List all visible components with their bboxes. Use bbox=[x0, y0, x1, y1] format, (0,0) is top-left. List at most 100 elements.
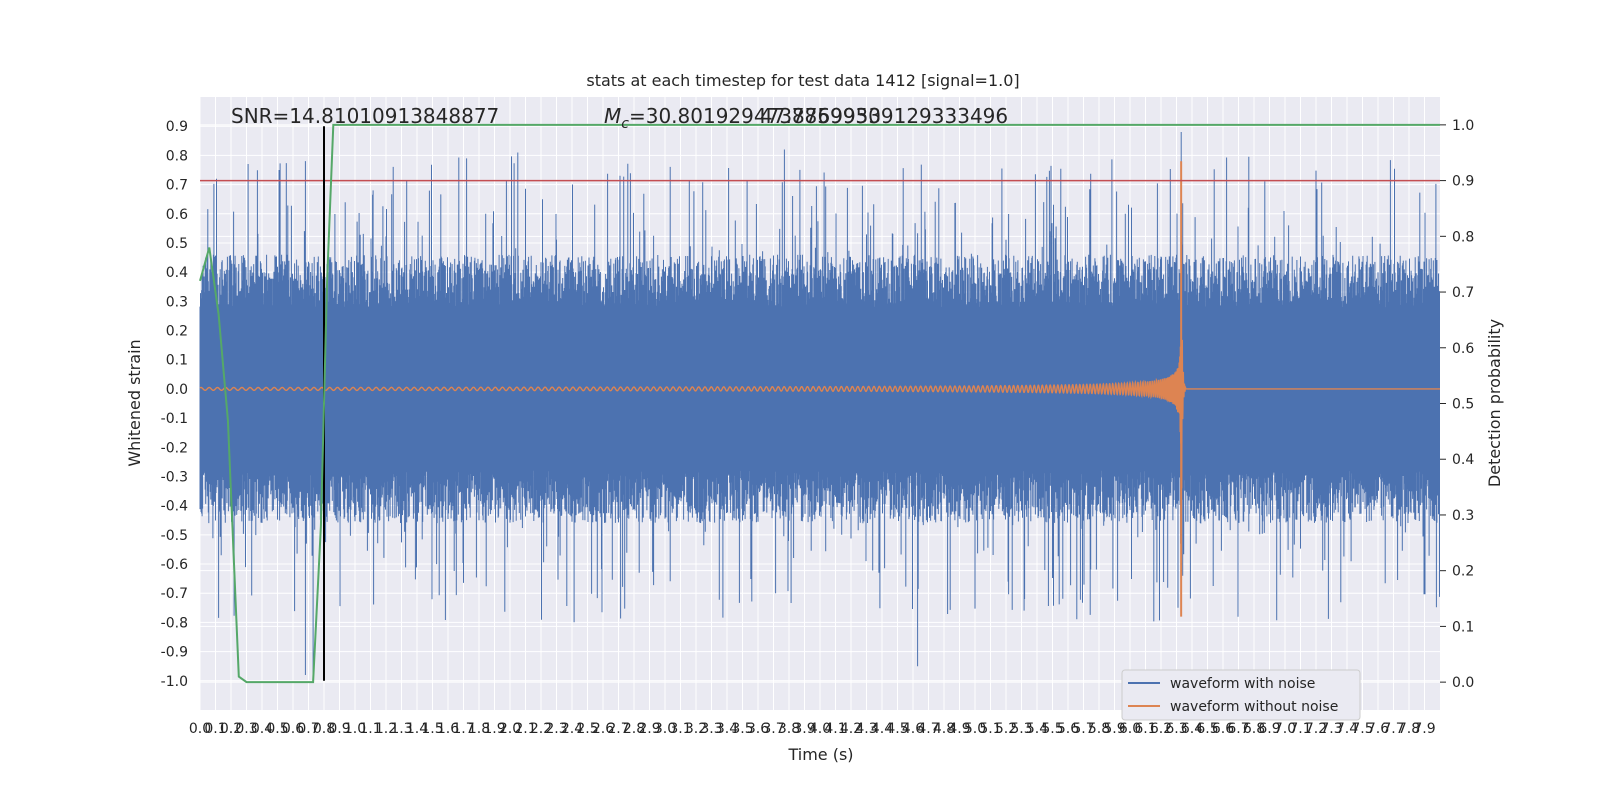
y2-tick-label: 0.1 bbox=[1452, 619, 1474, 635]
x-tick-label: 0.3 bbox=[235, 721, 257, 737]
x-tick-label: 1.4 bbox=[406, 721, 428, 737]
y-tick-label: 0.1 bbox=[166, 353, 188, 369]
y-axis-ticks: 0.9 0.8 0.7 0.6 0.5 0.4 0.3 0.2 0.1 0.0 -0.1 -0.2 -0… bbox=[161, 119, 188, 690]
snr-annotation: SNR=14.81010913848877 bbox=[231, 104, 499, 128]
y-tick-label: -0.7 bbox=[161, 586, 188, 602]
x-tick-label: 1.2 bbox=[375, 721, 397, 737]
x-tick-label: 0.9 bbox=[328, 721, 350, 737]
x-tick-label: 2.2 bbox=[530, 721, 552, 737]
x-axis-label: Time (s) bbox=[787, 745, 853, 764]
x-tick-label: 2.1 bbox=[514, 721, 536, 737]
y2-tick-label: 0.8 bbox=[1452, 229, 1474, 245]
y2-axis-ticks: 1.0 0.9 0.8 0.7 0.6 0.5 0.4 0.3 0.2 0.1 0.0 bbox=[1440, 118, 1474, 691]
y-tick-label: -0.1 bbox=[161, 411, 188, 427]
x-tick-label: 4.6 bbox=[902, 721, 924, 737]
x-tick-label: 5.2 bbox=[995, 721, 1017, 737]
x-tick-label: 6.7 bbox=[1227, 721, 1249, 737]
x-tick-label: 6.3 bbox=[1165, 721, 1187, 737]
x-tick-label: 1.0 bbox=[344, 721, 366, 737]
x-tick-label: 2.6 bbox=[592, 721, 614, 737]
x-tick-label: 1.1 bbox=[359, 721, 381, 737]
x-tick-label: 4.2 bbox=[840, 721, 862, 737]
y-tick-label: -0.6 bbox=[161, 557, 188, 573]
x-tick-label: 3.1 bbox=[669, 721, 691, 737]
y2-tick-label: 1.0 bbox=[1452, 118, 1474, 134]
y-tick-label: 0.4 bbox=[166, 265, 188, 281]
x-tick-label: 7.9 bbox=[1413, 721, 1435, 737]
x-tick-label: 7.8 bbox=[1398, 721, 1420, 737]
y-tick-label: -0.9 bbox=[161, 645, 188, 661]
y-tick-label: -1.0 bbox=[161, 674, 188, 690]
x-tick-label: 5.1 bbox=[979, 721, 1001, 737]
x-tick-label: 3.7 bbox=[762, 721, 784, 737]
x-tick-label: 6.0 bbox=[1119, 721, 1141, 737]
y-tick-label: 0.9 bbox=[166, 119, 188, 135]
chart-title: stats at each timestep for test data 141… bbox=[586, 71, 1019, 90]
y-tick-label: -0.8 bbox=[161, 615, 188, 631]
y2-tick-label: 0.5 bbox=[1452, 397, 1474, 413]
x-tick-label: 3.8 bbox=[778, 721, 800, 737]
x-tick-label: 5.9 bbox=[1103, 721, 1125, 737]
x-tick-label: 2.3 bbox=[545, 721, 567, 737]
x-tick-label: 7.7 bbox=[1382, 721, 1404, 737]
x-tick-label: 1.5 bbox=[421, 721, 443, 737]
chirp-mass-overlap-annotation: 47.78599309129333496 bbox=[760, 104, 1008, 128]
x-tick-label: 4.4 bbox=[871, 721, 893, 737]
x-tick-label: 1.8 bbox=[468, 721, 490, 737]
x-tick-label: 3.6 bbox=[747, 721, 769, 737]
y2-tick-label: 0.3 bbox=[1452, 508, 1474, 524]
x-tick-label: 7.3 bbox=[1320, 721, 1342, 737]
x-tick-label: 0.6 bbox=[282, 721, 304, 737]
x-tick-label: 6.4 bbox=[1181, 721, 1203, 737]
legend-box bbox=[1121, 669, 1361, 721]
x-tick-label: 6.9 bbox=[1258, 721, 1280, 737]
y-tick-label: -0.3 bbox=[161, 469, 188, 485]
y-tick-label: 0.2 bbox=[166, 324, 188, 340]
x-tick-label: 2.7 bbox=[607, 721, 629, 737]
y2-tick-label: 0.2 bbox=[1452, 564, 1474, 580]
clean-chirp-trace bbox=[199, 259, 1440, 489]
chirp-mass-annotation: Mc=30.8019294738769953 bbox=[604, 104, 881, 132]
x-tick-label: 6.8 bbox=[1243, 721, 1265, 737]
x-tick-label: 7.2 bbox=[1305, 721, 1327, 737]
x-tick-label: 2.9 bbox=[638, 721, 660, 737]
x-tick-label: 5.3 bbox=[1010, 721, 1032, 737]
x-tick-label: 7.6 bbox=[1367, 721, 1389, 737]
x-tick-label: 4.7 bbox=[917, 721, 939, 737]
x-tick-label: 3.9 bbox=[793, 721, 815, 737]
x-tick-label: 0.8 bbox=[313, 721, 335, 737]
x-tick-label: 5.6 bbox=[1057, 721, 1079, 737]
x-tick-label: 5.7 bbox=[1072, 721, 1094, 737]
y-tick-label: 0.7 bbox=[166, 178, 188, 194]
x-tick-label: 7.0 bbox=[1274, 721, 1296, 737]
y-tick-label: -0.4 bbox=[161, 499, 188, 515]
y2-tick-label: 0.7 bbox=[1452, 285, 1474, 301]
x-tick-label: 6.2 bbox=[1150, 721, 1172, 737]
reference-lines bbox=[199, 123, 1440, 684]
y-tick-label: 0.0 bbox=[166, 382, 188, 398]
y2-tick-label: 0.9 bbox=[1452, 174, 1474, 190]
x-tick-label: 5.8 bbox=[1088, 721, 1110, 737]
x-tick-label: 4.5 bbox=[886, 721, 908, 737]
y-tick-label: 0.6 bbox=[166, 207, 188, 223]
x-tick-label: 5.0 bbox=[964, 721, 986, 737]
x-tick-label: 2.5 bbox=[576, 721, 598, 737]
x-tick-label: 0.2 bbox=[220, 721, 242, 737]
y-tick-label: 0.5 bbox=[166, 236, 188, 252]
y2-tick-label: 0.0 bbox=[1452, 675, 1474, 691]
x-tick-label: 5.4 bbox=[1026, 721, 1048, 737]
x-tick-label: 6.5 bbox=[1196, 721, 1218, 737]
x-tick-label: 1.7 bbox=[452, 721, 474, 737]
x-tick-label: 3.4 bbox=[716, 721, 738, 737]
x-tick-label: 0.4 bbox=[251, 721, 273, 737]
x-tick-label: 0.1 bbox=[204, 721, 226, 737]
x-tick-label: 7.1 bbox=[1289, 721, 1311, 737]
x-axis-ticks: 0.00.10.20.30.40.50.60.70.80.91.01.11.21… bbox=[189, 721, 1436, 737]
x-tick-label: 1.6 bbox=[437, 721, 459, 737]
x-tick-label: 1.9 bbox=[483, 721, 505, 737]
x-tick-label: 6.6 bbox=[1212, 721, 1234, 737]
x-tick-label: 4.3 bbox=[855, 721, 877, 737]
y-tick-label: -0.2 bbox=[161, 440, 188, 456]
y2-tick-label: 0.4 bbox=[1452, 452, 1474, 468]
